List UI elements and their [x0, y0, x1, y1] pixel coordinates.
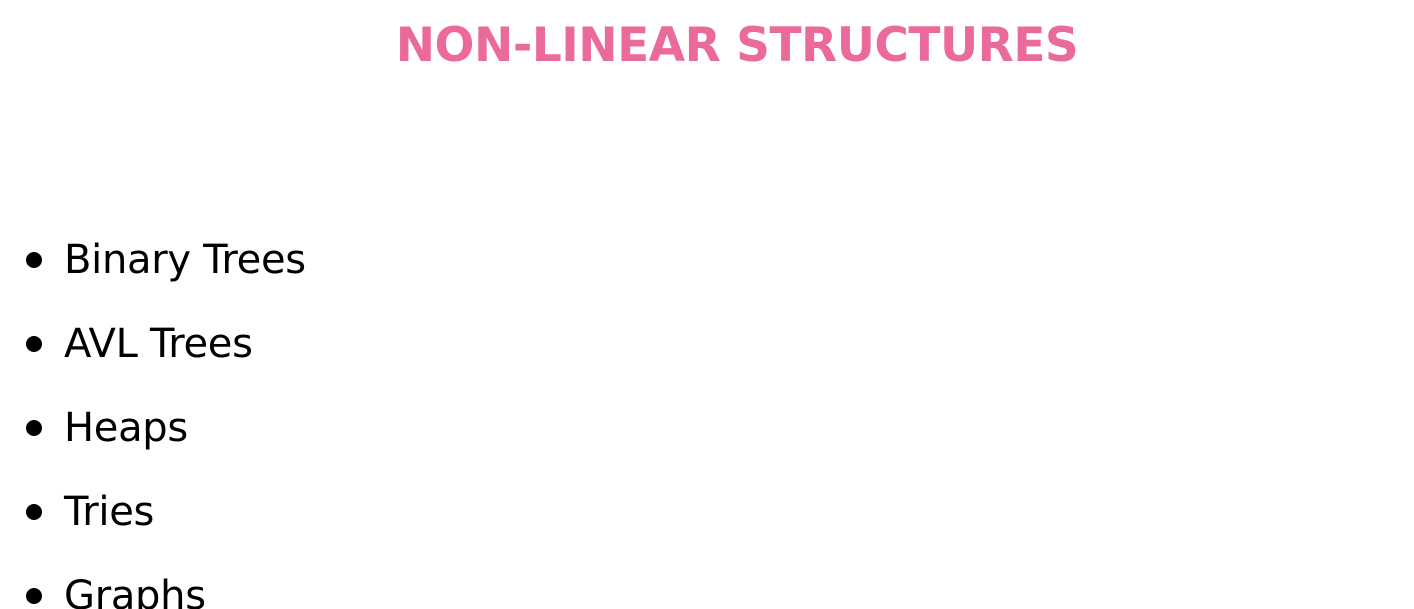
bullet-icon: [26, 252, 42, 268]
list-item-label: Graphs: [64, 573, 206, 609]
list-item-label: Binary Trees: [64, 237, 306, 283]
bullet-icon: [26, 420, 42, 436]
list-item-label: Heaps: [64, 405, 188, 451]
bullet-icon: [26, 504, 42, 520]
list-item-label: AVL Trees: [64, 321, 253, 367]
bullet-icon: [26, 588, 42, 604]
list-item: Binary Trees: [26, 218, 306, 302]
list-item-label: Tries: [64, 489, 155, 535]
list-item: Heaps: [26, 386, 306, 470]
slide-title: NON-LINEAR STRUCTURES: [395, 18, 1079, 73]
list-item: Graphs: [26, 554, 306, 609]
bullet-list: Binary Trees AVL Trees Heaps Tries Graph…: [26, 218, 306, 609]
list-item: AVL Trees: [26, 302, 306, 386]
list-item: Tries: [26, 470, 306, 554]
bullet-icon: [26, 336, 42, 352]
